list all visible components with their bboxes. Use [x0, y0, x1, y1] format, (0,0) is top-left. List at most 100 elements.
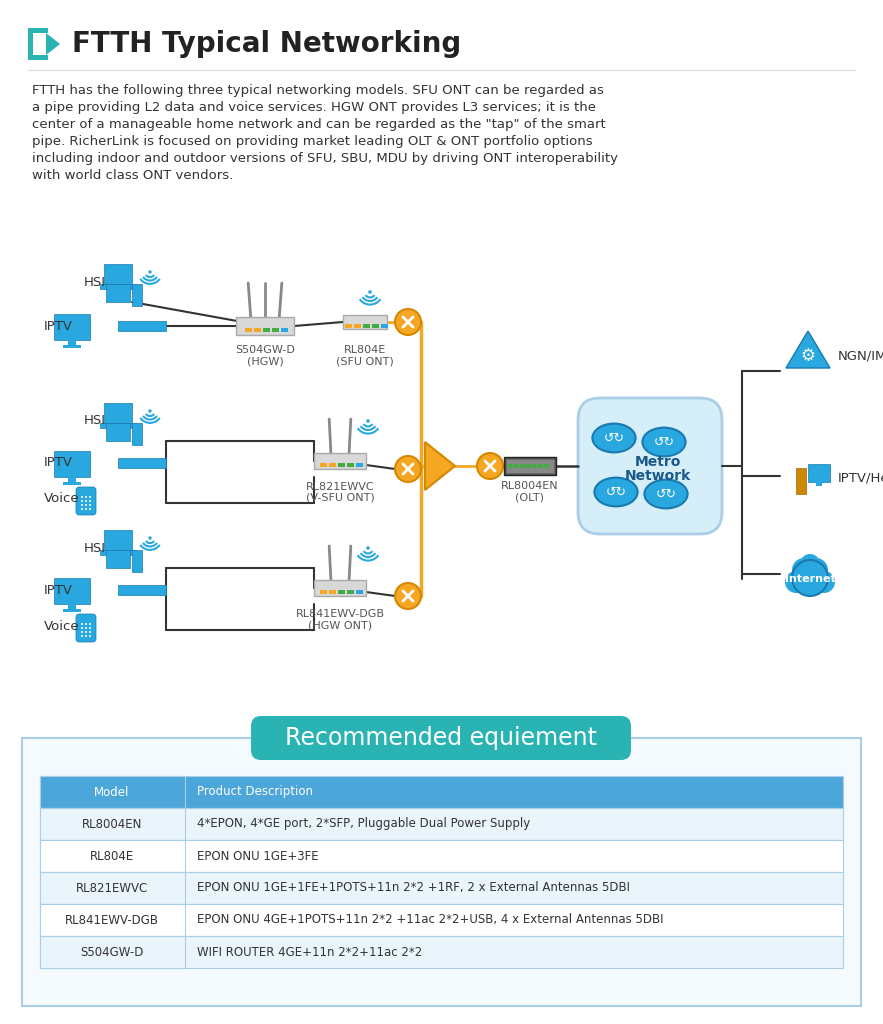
- Bar: [40, 776, 843, 808]
- Circle shape: [792, 558, 816, 582]
- Circle shape: [785, 571, 807, 593]
- Bar: [100, 284, 136, 289]
- Circle shape: [792, 560, 828, 596]
- Bar: [68, 340, 76, 345]
- Bar: [314, 453, 366, 469]
- Circle shape: [89, 508, 91, 510]
- Bar: [40, 840, 843, 872]
- Bar: [816, 482, 822, 486]
- Circle shape: [89, 623, 91, 625]
- Bar: [100, 423, 136, 428]
- Bar: [106, 423, 130, 441]
- Text: ⚙: ⚙: [801, 347, 815, 365]
- Text: Voice: Voice: [44, 493, 79, 506]
- Text: IPTV: IPTV: [44, 319, 73, 333]
- Bar: [544, 464, 549, 468]
- Circle shape: [89, 496, 91, 498]
- Text: (HGW): (HGW): [246, 356, 283, 366]
- Bar: [508, 464, 513, 468]
- Bar: [808, 464, 830, 482]
- Text: (V-SFU ONT): (V-SFU ONT): [306, 493, 374, 503]
- Bar: [263, 328, 270, 332]
- Bar: [363, 324, 370, 328]
- Bar: [40, 936, 843, 968]
- Circle shape: [148, 537, 152, 540]
- Text: WIFI ROUTER 4GE+11n 2*2+11ac 2*2: WIFI ROUTER 4GE+11n 2*2+11ac 2*2: [197, 945, 422, 958]
- Bar: [506, 459, 554, 473]
- Bar: [118, 458, 166, 468]
- Bar: [314, 580, 366, 596]
- Bar: [132, 423, 142, 445]
- Circle shape: [395, 583, 421, 609]
- Text: center of a manageable home network and can be regarded as the "tap" of the smar: center of a manageable home network and …: [32, 118, 606, 131]
- Text: Recommended equiement: Recommended equiement: [285, 726, 597, 750]
- Circle shape: [85, 496, 87, 498]
- Bar: [320, 590, 327, 594]
- Text: S504GW-D: S504GW-D: [235, 345, 295, 355]
- Circle shape: [813, 571, 835, 593]
- Circle shape: [395, 456, 421, 482]
- Circle shape: [89, 631, 91, 633]
- Bar: [54, 314, 90, 340]
- Text: IPTV: IPTV: [44, 584, 73, 597]
- Circle shape: [85, 500, 87, 502]
- Bar: [356, 463, 363, 467]
- Ellipse shape: [643, 428, 685, 457]
- Bar: [104, 264, 132, 284]
- Text: ↺↻: ↺↻: [655, 487, 676, 501]
- Text: EPON ONU 1GE+1FE+1POTS+11n 2*2 +1RF, 2 x External Antennas 5DBI: EPON ONU 1GE+1FE+1POTS+11n 2*2 +1RF, 2 x…: [197, 882, 630, 895]
- Bar: [338, 590, 345, 594]
- Ellipse shape: [594, 477, 638, 507]
- Circle shape: [85, 623, 87, 625]
- Bar: [63, 482, 81, 485]
- Text: HSI: HSI: [84, 415, 106, 427]
- Text: RL8004EN: RL8004EN: [502, 481, 559, 490]
- Circle shape: [85, 508, 87, 510]
- Bar: [320, 463, 327, 467]
- Text: RL804E: RL804E: [343, 345, 386, 355]
- Circle shape: [148, 270, 152, 273]
- Text: HSI: HSI: [84, 542, 106, 555]
- FancyBboxPatch shape: [251, 716, 631, 760]
- Bar: [68, 477, 76, 482]
- Bar: [40, 872, 185, 904]
- Bar: [68, 604, 76, 609]
- Polygon shape: [425, 442, 455, 490]
- Circle shape: [81, 500, 83, 502]
- Bar: [106, 284, 130, 302]
- Circle shape: [85, 627, 87, 629]
- Text: RL821EWVC: RL821EWVC: [306, 482, 374, 492]
- Bar: [63, 609, 81, 612]
- Circle shape: [81, 496, 83, 498]
- Text: IPTV/Headend: IPTV/Headend: [838, 471, 883, 484]
- Text: RL841EWV-DGB: RL841EWV-DGB: [296, 609, 384, 618]
- Bar: [520, 464, 525, 468]
- Text: a pipe providing L2 data and voice services. HGW ONT provides L3 services; it is: a pipe providing L2 data and voice servi…: [32, 101, 596, 114]
- Circle shape: [85, 504, 87, 506]
- Circle shape: [800, 554, 820, 574]
- Text: (SFU ONT): (SFU ONT): [336, 356, 394, 366]
- Text: IPTV: IPTV: [44, 457, 73, 469]
- Ellipse shape: [645, 479, 688, 508]
- Text: 4*EPON, 4*GE port, 2*SFP, Pluggable Dual Power Supply: 4*EPON, 4*GE port, 2*SFP, Pluggable Dual…: [197, 817, 531, 830]
- Bar: [28, 55, 48, 60]
- Text: pipe. RicherLink is focused on providing market leading OLT & ONT portfolio opti: pipe. RicherLink is focused on providing…: [32, 135, 592, 148]
- Text: Voice: Voice: [44, 620, 79, 633]
- Text: FTTH Typical Networking: FTTH Typical Networking: [72, 30, 461, 58]
- Bar: [40, 872, 843, 904]
- Circle shape: [81, 631, 83, 633]
- Bar: [118, 321, 166, 331]
- Bar: [100, 550, 136, 555]
- Circle shape: [477, 453, 503, 479]
- Text: ↺↻: ↺↻: [603, 431, 624, 444]
- Bar: [245, 328, 252, 332]
- Text: Product Description: Product Description: [197, 785, 313, 799]
- Bar: [347, 590, 354, 594]
- FancyBboxPatch shape: [76, 614, 96, 642]
- Polygon shape: [46, 33, 60, 55]
- Circle shape: [81, 508, 83, 510]
- Bar: [54, 578, 90, 604]
- Bar: [347, 463, 354, 467]
- Circle shape: [81, 635, 83, 637]
- Bar: [28, 28, 48, 33]
